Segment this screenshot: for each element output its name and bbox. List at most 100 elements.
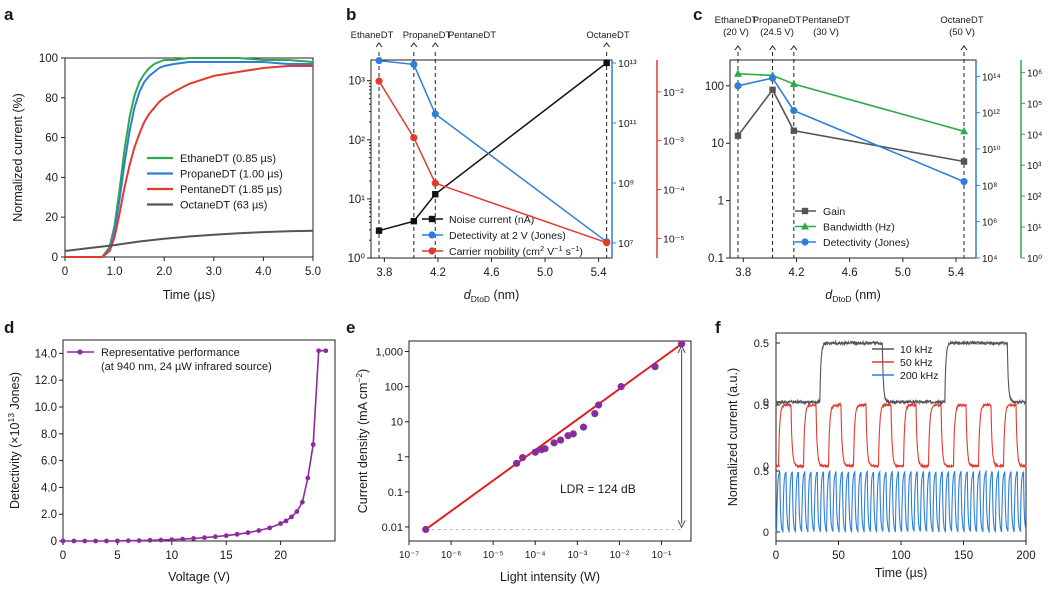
series-marker-0-2 [790, 127, 798, 134]
right2-tick-label: 10⁻⁴ [663, 185, 685, 197]
x-tick-label: 0 [60, 550, 66, 562]
y-tick-label: 0.01 [382, 522, 403, 534]
right1-tick-label: 10¹¹ [618, 118, 637, 130]
y-tick-label: 10² [348, 135, 365, 147]
series-marker-1-2 [789, 79, 798, 88]
x-tick-label: 5.0 [895, 267, 911, 279]
top-label-3: OctaneDT [586, 30, 629, 41]
data-point-13 [617, 383, 625, 391]
guide-arrow [375, 42, 383, 48]
x-tick-label: 200 [1016, 550, 1035, 562]
legend-marker-1 [428, 231, 436, 239]
series-marker-21 [283, 518, 289, 524]
x-tick-label: 0 [62, 266, 68, 278]
series-marker-0-1 [769, 86, 776, 94]
series-marker-1-0 [375, 57, 383, 65]
right1-tick-label: 10⁶ [982, 218, 997, 229]
y-tick-label: 10¹ [348, 194, 365, 206]
panel-e: 10⁻⁷ 10⁻⁶ 10⁻⁵ 10⁻⁴ 10⁻³ 10⁻² 10⁻¹ 0.01 0.1 1 10 10… [354, 340, 692, 584]
right1-tick-label: 10⁹ [618, 178, 634, 190]
x-axis-label: Time (µs) [163, 288, 216, 302]
data-point-7 [557, 436, 565, 444]
legend-label-0: Gain [823, 206, 845, 218]
x-tick-label: 5.4 [948, 267, 965, 279]
series-line [63, 349, 326, 542]
series-marker-17 [245, 530, 251, 536]
x-tick-label: 10 [165, 550, 178, 562]
series-line-1 [737, 73, 965, 133]
data-point-0 [422, 525, 430, 534]
y-tick-label: 1 [718, 196, 724, 208]
guide-arrow [960, 45, 968, 51]
series-marker-26 [310, 442, 316, 447]
guide-arrow [734, 45, 742, 51]
series-marker-22 [289, 514, 294, 520]
x-axis-label: dDtoD (nm) [825, 288, 881, 304]
y-tick-label-0-low: 0 [763, 397, 769, 409]
x-tick-label: 3.8 [735, 267, 751, 279]
y-tick-label: 2.0 [41, 509, 57, 521]
x-tick-label: 4.6 [484, 267, 500, 279]
series-marker-2-3 [603, 239, 611, 247]
top-label-0: EthaneDT [351, 30, 394, 41]
y-tick-label: 100 [705, 81, 724, 93]
series-marker-0-0 [375, 227, 383, 234]
data-point-2 [518, 453, 527, 462]
data-point-9 [569, 430, 577, 438]
data-point-12 [595, 401, 603, 409]
top-label-2: PentaneDT [448, 30, 496, 41]
plot-frame [370, 59, 613, 259]
y-axis-label: Normalized current (a.u.) [726, 368, 740, 506]
x-tick-label: 50 [832, 550, 845, 562]
right1-tick-label: 10¹⁴ [982, 72, 1001, 83]
x-axis-label: dDtoD (nm) [464, 288, 520, 304]
series-marker-0-3 [960, 158, 968, 165]
series-marker-1-0 [733, 69, 742, 77]
y-axis-label: Detectivity (×1013 Jones) [6, 372, 22, 509]
right1-tick-label: 10¹³ [618, 58, 637, 70]
x-tick-label: 20 [274, 550, 287, 562]
y-axis-label: Current density (mA cm−2) [354, 369, 370, 513]
x-tick-label: 15 [220, 550, 233, 562]
series-marker-15 [223, 533, 229, 539]
data-point-6 [550, 439, 558, 447]
series-marker-1-2 [431, 110, 439, 118]
legend-marker-0 [801, 207, 809, 215]
y-tick-label: 10 [391, 417, 403, 429]
x-tick-label: 4.2 [788, 267, 804, 279]
x-tick-label: 4.6 [842, 267, 858, 279]
data-point-3 [531, 448, 539, 456]
y-tick-label: 10³ [348, 76, 365, 88]
series-marker-25 [305, 475, 311, 481]
y-tick-label: 10⁰ [348, 253, 366, 265]
panel-label-d: d [4, 318, 14, 337]
y-tick-label: 1 [397, 452, 403, 464]
panel-label-a: a [4, 5, 14, 24]
right2-tick-label: 10⁵ [1027, 99, 1042, 110]
legend-label-2: Detectivity (Jones) [823, 237, 909, 249]
data-point-5 [541, 445, 549, 453]
y-tick-label: 0.1 [388, 487, 403, 499]
series-line-2 [65, 65, 313, 258]
panel-label-b: b [346, 5, 356, 24]
series-marker-14 [212, 534, 218, 540]
plot-frame [62, 339, 336, 542]
series-marker-12 [191, 536, 196, 541]
panel-label-c: c [693, 5, 702, 24]
right2-tick-label: 10⁴ [1027, 130, 1042, 141]
legend-label-1: Bandwidth (Hz) [823, 222, 895, 234]
series-marker-28 [323, 348, 329, 354]
legend-marker-1 [801, 222, 809, 230]
series-marker-3 [93, 538, 99, 544]
y-tick-label: 80 [45, 93, 58, 105]
x-axis-label: Time (µs) [875, 566, 928, 580]
guide-arrow [790, 45, 798, 51]
series-marker-8 [147, 537, 153, 543]
series-marker-0-3 [603, 59, 610, 67]
series-marker-9 [158, 537, 164, 543]
series-marker-13 [202, 535, 207, 541]
guide-arrow [769, 45, 776, 51]
series-marker-18 [256, 528, 262, 533]
y-tick-label-1-high: 0.5 [754, 400, 769, 412]
right2-tick-label: 10⁻⁵ [663, 233, 685, 245]
